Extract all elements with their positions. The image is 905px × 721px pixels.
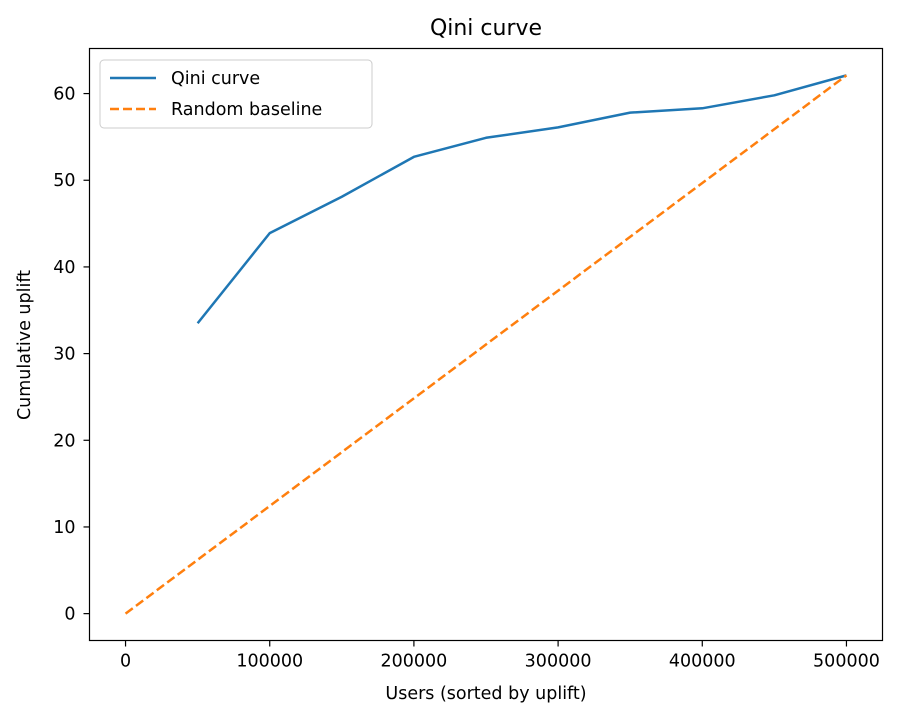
legend-label-random-baseline: Random baseline xyxy=(171,100,322,120)
x-tick-label: 300000 xyxy=(525,652,592,672)
series-layer xyxy=(124,74,848,615)
series-line-random-baseline xyxy=(124,74,848,615)
y-axis: 0 10 20 30 40 50 60 xyxy=(53,85,90,625)
y-tick-label: 30 xyxy=(53,345,75,365)
x-axis-label: Users (sorted by uplift) xyxy=(385,684,586,704)
x-axis: 0 100000 200000 300000 400000 500000 xyxy=(120,640,880,672)
y-tick-label: 0 xyxy=(64,605,75,625)
y-axis-label: Cumulative uplift xyxy=(15,270,35,420)
x-tick-label: 400000 xyxy=(669,652,736,672)
y-tick-label: 10 xyxy=(53,518,75,538)
legend-label-qini-curve: Qini curve xyxy=(171,69,260,89)
y-tick-label: 60 xyxy=(53,85,75,105)
y-tick-label: 20 xyxy=(53,431,75,451)
x-tick-label: 200000 xyxy=(381,652,448,672)
x-tick-label: 500000 xyxy=(813,652,880,672)
x-tick-label: 0 xyxy=(120,652,131,672)
chart-title: Qini curve xyxy=(430,16,542,41)
y-tick-label: 50 xyxy=(53,171,75,191)
plot-frame xyxy=(88,47,884,642)
x-tick-label: 100000 xyxy=(236,652,303,672)
y-tick-label: 40 xyxy=(53,258,75,278)
series-line-qini-curve xyxy=(196,74,847,325)
legend: Qini curve Random baseline xyxy=(99,59,373,129)
legend-box xyxy=(99,59,373,129)
